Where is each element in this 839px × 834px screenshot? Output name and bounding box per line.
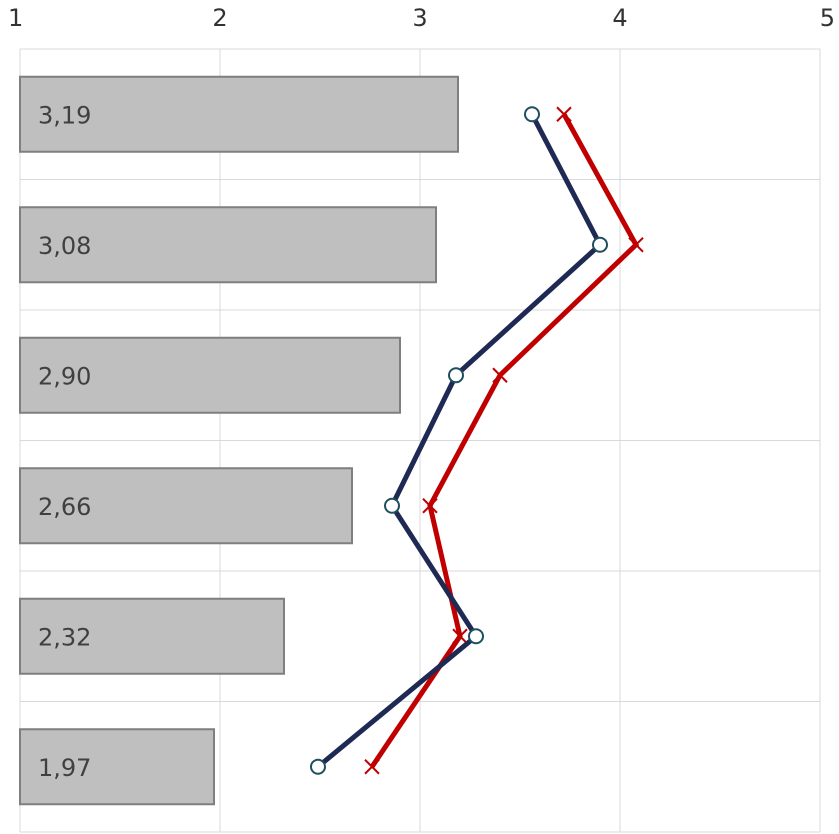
- bar-value-label: 1,97: [38, 754, 91, 782]
- bar: [19, 75, 459, 153]
- x-tick-label: 3: [412, 4, 427, 32]
- series-point-x-stroke: [364, 759, 380, 775]
- series-point-x: [422, 498, 438, 514]
- series-point-circle: [592, 236, 608, 253]
- series-point-x: [492, 367, 508, 383]
- bar: [19, 206, 437, 284]
- bars: 3,19 3,08 2,90 2,66 2,32 1,97: [19, 75, 459, 806]
- series-point-x-stroke: [556, 106, 572, 122]
- gridlines: [19, 48, 821, 833]
- bar-value-label: 2,90: [38, 362, 91, 390]
- series-point-x-stroke: [628, 237, 644, 253]
- x-tick-label: 4: [612, 4, 627, 32]
- x-tick-label: 2: [212, 4, 227, 32]
- bar-value-label: 3,19: [38, 101, 91, 129]
- series-point-x: [556, 106, 572, 122]
- series-point-circle: [310, 758, 326, 775]
- series-point-x-stroke: [492, 367, 508, 383]
- series-point-x: [364, 759, 380, 775]
- bar-value-label: 2,66: [38, 493, 91, 521]
- series-point-circle: [524, 106, 540, 123]
- series-line: [369, 113, 640, 769]
- series-point-circle: [468, 628, 484, 645]
- bar-value-label: 2,32: [38, 623, 91, 651]
- bar: [19, 336, 401, 414]
- line-series: [310, 106, 644, 775]
- series-point-x: [628, 237, 644, 253]
- bar: [19, 728, 215, 806]
- bar-value-label: 3,08: [38, 232, 91, 260]
- x-axis-ticks: 1 2 3 4 5: [8, 4, 835, 32]
- series-point-x: [452, 628, 468, 644]
- x-tick-label: 5: [820, 4, 835, 32]
- series-point-x-stroke: [422, 498, 438, 514]
- series-point-circle: [384, 497, 400, 514]
- series-point-circle: [448, 367, 464, 384]
- bar: [19, 597, 285, 675]
- series-point-x-stroke: [452, 628, 468, 644]
- x-tick-label: 1: [8, 4, 23, 32]
- bar: [19, 467, 353, 545]
- series-line: [316, 113, 604, 769]
